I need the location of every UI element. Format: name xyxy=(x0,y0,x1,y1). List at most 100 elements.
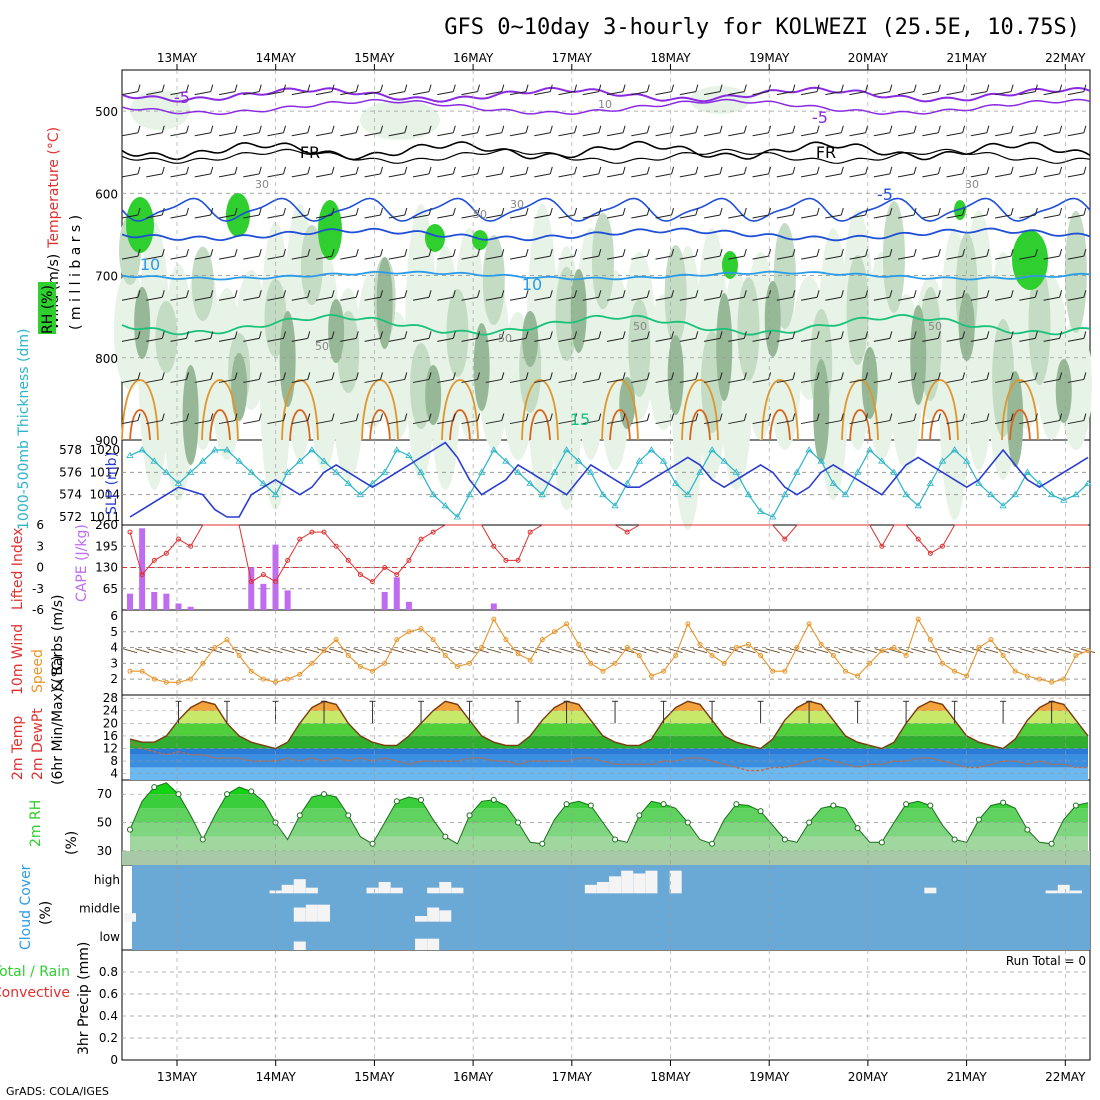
thickness-point xyxy=(684,490,692,498)
wind-barb-flag xyxy=(646,84,650,92)
rh-shade-dark xyxy=(376,257,393,349)
ytick-temp: 28 xyxy=(103,691,118,705)
wind-barb-flag xyxy=(986,248,990,257)
lifted-point xyxy=(782,536,788,542)
wind-barb-flag xyxy=(889,331,893,339)
wind-barb xyxy=(582,296,599,301)
wind-barb xyxy=(388,420,405,425)
wind-barb-flag xyxy=(792,166,796,175)
wind-barb xyxy=(218,337,236,342)
cape-bar xyxy=(284,590,291,610)
wind-barb xyxy=(849,378,866,383)
wind-speed-point xyxy=(636,652,642,658)
thickness-point xyxy=(781,490,789,498)
wind-barb-flag xyxy=(234,413,238,421)
thickness-point xyxy=(393,446,401,453)
contour-25 xyxy=(369,409,391,441)
ytick-wind: 3 xyxy=(110,656,118,670)
contour-25 xyxy=(289,409,311,441)
wind-barb xyxy=(655,255,672,260)
ytick-cape: 130 xyxy=(95,561,118,575)
wind-barb xyxy=(315,214,333,219)
surface-wind-barb xyxy=(656,648,671,654)
wind-barb xyxy=(315,91,333,96)
wind-barb xyxy=(1019,296,1036,301)
wind-speed-point xyxy=(236,652,242,658)
wind-barb-flag xyxy=(865,372,869,380)
wind-barb-flag xyxy=(210,290,214,298)
rh-shade-mid xyxy=(155,301,178,373)
wind-barb xyxy=(485,173,502,178)
wind-barb xyxy=(849,337,866,342)
wind-barb-flag xyxy=(913,413,917,421)
rh-point xyxy=(490,796,497,803)
wind-barb xyxy=(194,296,211,301)
rh-shade-bright xyxy=(1012,230,1048,290)
lifted-point xyxy=(939,543,945,549)
ylabel-part: Temperature (°C) xyxy=(46,127,62,249)
wind-barb-flag xyxy=(404,166,408,175)
wind-barb-flag xyxy=(549,207,553,216)
wind-barb xyxy=(970,337,987,342)
wind-barb xyxy=(146,420,163,425)
wind-barb xyxy=(340,214,357,219)
thickness-point xyxy=(708,446,716,453)
wind-barb-flag xyxy=(525,372,529,380)
wind-barb xyxy=(752,214,769,219)
lifted-point xyxy=(527,529,533,535)
wind-barb-flag xyxy=(258,166,262,175)
ytick-temp: 24 xyxy=(103,704,118,718)
wind-barb xyxy=(631,255,648,260)
wind-barb xyxy=(582,132,599,137)
wind-barb-flag xyxy=(186,166,189,175)
rh-point xyxy=(927,802,934,809)
temp-line xyxy=(129,700,1089,750)
wind-speed-point xyxy=(709,652,715,658)
rh-band xyxy=(130,808,1088,823)
wind-barb-flag xyxy=(210,248,214,257)
lifted-index-line xyxy=(129,524,1088,583)
wind-barb xyxy=(388,132,405,137)
cloud-bar-high xyxy=(584,884,597,894)
thickness-point xyxy=(647,446,656,453)
wind-barb-flag xyxy=(598,166,602,175)
wind-barb xyxy=(970,214,987,219)
wind-barb xyxy=(606,132,624,137)
wind-barb xyxy=(970,378,987,383)
wind-barb xyxy=(849,132,866,137)
thickness-point xyxy=(756,507,765,514)
wind-barb xyxy=(800,91,818,96)
surface-wind-barb xyxy=(801,648,817,654)
cloud-bar-middle xyxy=(305,904,318,922)
rh-shade-mid xyxy=(300,225,323,305)
wind-barb-flag xyxy=(743,166,747,175)
wind-barb-flag xyxy=(574,290,578,298)
wind-barb-flag xyxy=(622,248,626,257)
wind-barb xyxy=(146,173,163,178)
contour-label: 50 xyxy=(498,332,512,345)
wind-barb xyxy=(703,173,721,178)
wind-speed-point xyxy=(139,668,145,674)
cloud-ylabel: (%) xyxy=(38,901,54,925)
contour-25 xyxy=(449,409,471,441)
wind-barb-flag xyxy=(743,207,747,216)
rh-shade-light xyxy=(380,312,413,440)
rh-band xyxy=(130,794,1088,809)
wind-barb-flag xyxy=(404,290,408,298)
wind-barb-flag xyxy=(428,248,432,257)
wind-barb xyxy=(873,420,890,425)
wind-barb-flag xyxy=(913,290,917,298)
wind-barb xyxy=(315,337,333,342)
wind-barb xyxy=(873,132,890,137)
wind-barb-flag xyxy=(380,413,384,421)
wind-barb xyxy=(534,132,551,137)
wind-barb xyxy=(606,337,624,342)
pressure-unit-label: ( m i l l i b a r s ) xyxy=(68,215,84,330)
footer-credit: GrADS: COLA/IGES xyxy=(6,1085,109,1098)
cloud-bar-middle xyxy=(124,913,136,922)
wind-barb xyxy=(922,255,939,260)
wind-barb-flag xyxy=(380,290,384,298)
wind-barb-flag xyxy=(549,84,553,92)
wind-ylabel: & Barbs (m/s) xyxy=(50,594,66,691)
wind-barb xyxy=(922,296,939,301)
